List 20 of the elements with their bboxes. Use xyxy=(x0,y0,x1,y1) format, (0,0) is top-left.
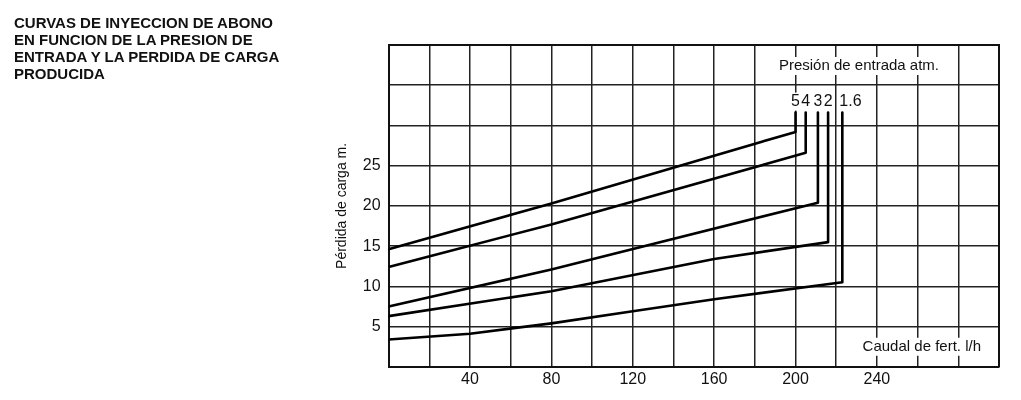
text: CURVAS DE INYECCION DE ABONO EN FUNCION DE LA PRESION DE ENTRADA Y LA PERDIDA DE CARGA PRODUCIDA xyxy=(14,14,280,82)
y-tick-label: 5 xyxy=(371,316,381,334)
y-tick-label: 10 xyxy=(362,276,381,294)
x-tick-label: 120 xyxy=(619,369,647,387)
series-label: 5 xyxy=(791,91,801,109)
series-label: 3 xyxy=(813,91,823,109)
x-axis-title: Caudal de fert. l/h xyxy=(862,336,981,354)
x-tick-label: 200 xyxy=(782,369,809,387)
series-label: 2 xyxy=(823,91,833,109)
legend-title: Presión de entrada atm. xyxy=(778,56,939,74)
series-label: 4 xyxy=(801,91,811,109)
y-tick-label: 15 xyxy=(362,236,381,254)
x-tick-label: 80 xyxy=(542,369,561,387)
y-tick-label: 25 xyxy=(362,156,381,174)
x-tick-label: 240 xyxy=(863,369,891,387)
x-tick-label: 160 xyxy=(700,369,728,387)
series-label: 1.6 xyxy=(839,91,862,109)
x-tick-label: 40 xyxy=(461,369,479,387)
y-tick-label: 20 xyxy=(362,196,381,214)
y-axis-title: Pérdida de carga m. xyxy=(333,142,350,269)
